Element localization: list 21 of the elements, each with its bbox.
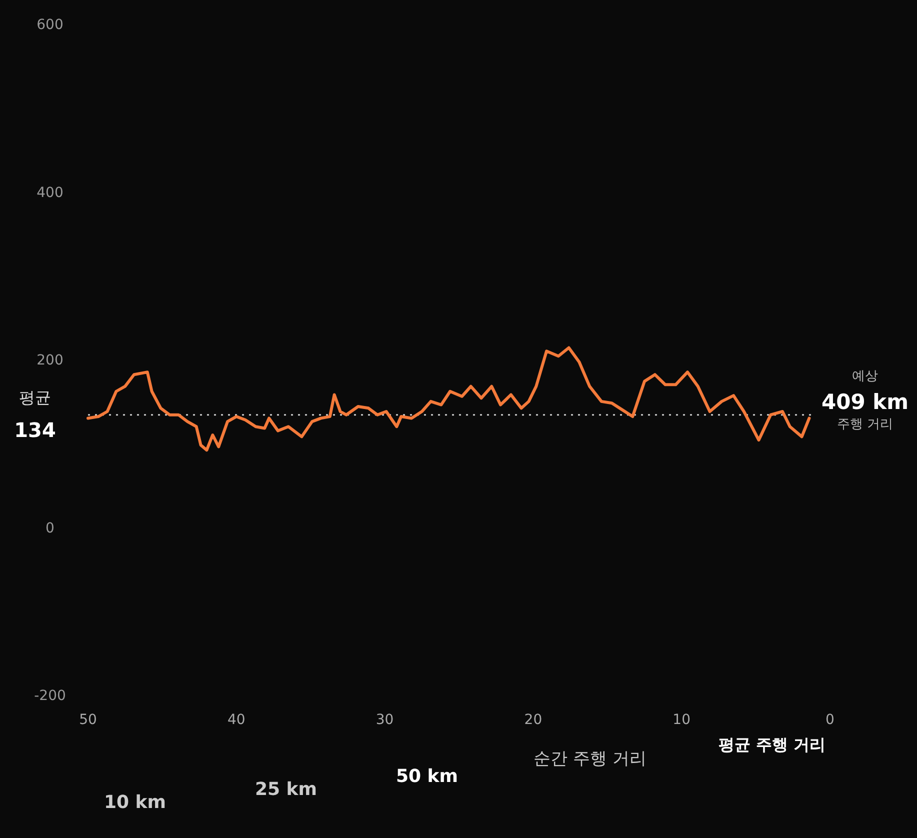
- annotation: 409 km: [822, 390, 908, 414]
- ref-line-label: 평균 134: [14, 388, 56, 442]
- x-tick-label: 20: [524, 712, 542, 728]
- text: 순간 주행 거리: [534, 749, 646, 769]
- y-tick-label: 0: [46, 520, 54, 536]
- line-series: [86, 346, 811, 452]
- y-tick-label: 200: [36, 352, 64, 368]
- x-tick-label: 10: [672, 712, 691, 728]
- x-tick-label: 40: [227, 712, 246, 728]
- text: 25 km: [254, 779, 318, 800]
- text: 예상: [852, 369, 878, 384]
- text: 10 km: [104, 792, 166, 813]
- text: 주행 거리: [836, 417, 894, 432]
- text: 평균 주행 거리: [718, 735, 826, 754]
- y-tick-label: 600: [36, 17, 64, 33]
- y-tick-label: -200: [34, 688, 66, 704]
- x-tick-label: 0: [826, 712, 834, 728]
- x-tick-label: 30: [376, 712, 394, 728]
- x-tick-label: 50: [79, 712, 97, 728]
- text: 50 km: [396, 766, 458, 787]
- y-tick-label: 400: [36, 184, 64, 201]
